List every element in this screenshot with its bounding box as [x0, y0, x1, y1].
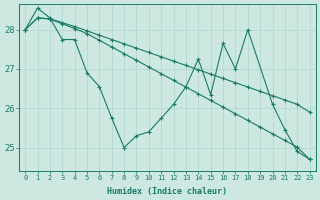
X-axis label: Humidex (Indice chaleur): Humidex (Indice chaleur) [108, 187, 228, 196]
